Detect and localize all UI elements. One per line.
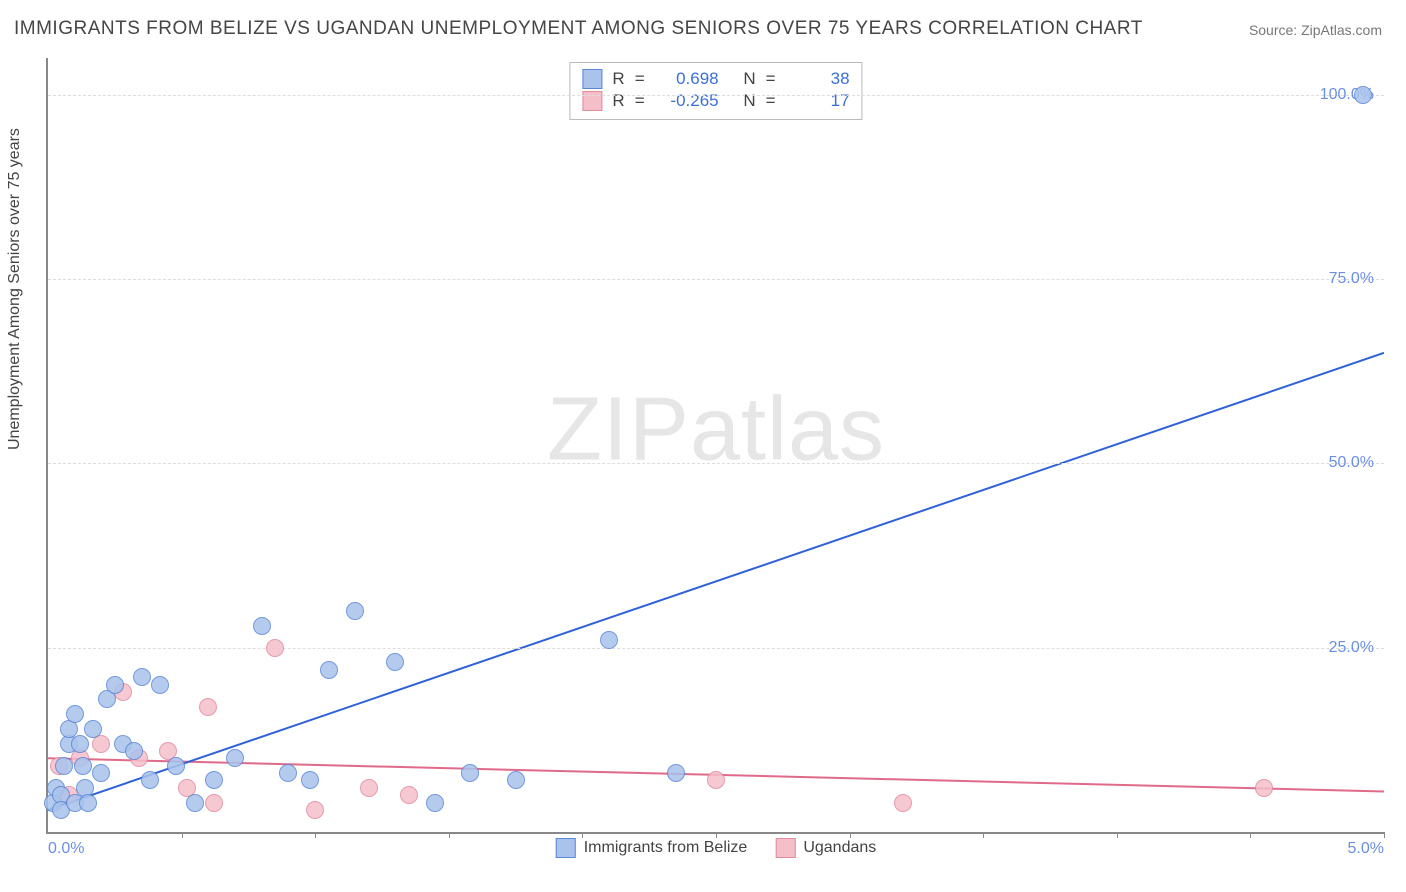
x-tick: [1384, 832, 1385, 838]
legend-item-pink: Ugandans: [775, 838, 876, 858]
y-axis-label: Unemployment Among Seniors over 75 years: [6, 128, 24, 450]
scatter-point-blue: [386, 653, 404, 671]
scatter-point-blue: [426, 794, 444, 812]
swatch-blue: [556, 838, 576, 858]
x-tick: [1250, 832, 1251, 838]
scatter-point-blue: [320, 661, 338, 679]
gridline: [48, 463, 1384, 464]
gridline: [48, 95, 1384, 96]
scatter-point-blue: [667, 764, 685, 782]
chart-title: IMMIGRANTS FROM BELIZE VS UGANDAN UNEMPL…: [14, 18, 1143, 40]
scatter-point-pink: [306, 801, 324, 819]
scatter-point-pink: [1255, 779, 1273, 797]
scatter-point-blue: [279, 764, 297, 782]
legend-row-blue: R = 0.698 N = 38: [582, 69, 849, 89]
scatter-point-blue: [253, 617, 271, 635]
swatch-pink: [775, 838, 795, 858]
scatter-point-blue: [79, 794, 97, 812]
scatter-point-blue: [66, 705, 84, 723]
scatter-point-blue: [461, 764, 479, 782]
series-legend: Immigrants from Belize Ugandans: [556, 838, 877, 858]
x-tick: [983, 832, 984, 838]
scatter-point-blue: [84, 720, 102, 738]
legend-label-blue: Immigrants from Belize: [584, 839, 748, 857]
scatter-point-blue: [167, 757, 185, 775]
source-label: Source: ZipAtlas.com: [1249, 22, 1382, 38]
scatter-point-blue: [507, 771, 525, 789]
n-label: N: [743, 69, 755, 89]
gridline: [48, 279, 1384, 280]
eq: =: [635, 69, 645, 89]
x-tick: [1117, 832, 1118, 838]
x-tick: [182, 832, 183, 838]
scatter-point-blue: [71, 735, 89, 753]
trend-lines: [48, 58, 1384, 832]
scatter-point-blue: [92, 764, 110, 782]
scatter-point-blue: [346, 602, 364, 620]
r-value-blue: 0.698: [655, 69, 719, 89]
scatter-point-blue: [205, 771, 223, 789]
scatter-point-pink: [360, 779, 378, 797]
scatter-point-blue: [125, 742, 143, 760]
scatter-point-pink: [400, 786, 418, 804]
x-tick: [850, 832, 851, 838]
scatter-point-pink: [707, 771, 725, 789]
correlation-legend: R = 0.698 N = 38 R = -0.265 N = 17: [569, 62, 862, 120]
gridline: [48, 648, 1384, 649]
scatter-point-blue: [106, 676, 124, 694]
legend-label-pink: Ugandans: [803, 839, 876, 857]
x-tick-label-start: 0.0%: [48, 840, 84, 858]
x-tick: [449, 832, 450, 838]
scatter-point-blue: [74, 757, 92, 775]
y-tick-label: 50.0%: [1329, 454, 1374, 472]
x-tick-label-end: 5.0%: [1348, 840, 1384, 858]
scatter-point-blue: [151, 676, 169, 694]
y-tick-label: 25.0%: [1329, 639, 1374, 657]
scatter-point-blue: [186, 794, 204, 812]
n-value-blue: 38: [786, 69, 850, 89]
x-tick: [582, 832, 583, 838]
watermark: ZIPatlas: [547, 378, 885, 481]
scatter-point-blue: [600, 631, 618, 649]
y-tick-label: 75.0%: [1329, 270, 1374, 288]
scatter-point-blue: [1354, 86, 1372, 104]
swatch-blue: [582, 69, 602, 89]
legend-item-blue: Immigrants from Belize: [556, 838, 748, 858]
scatter-point-pink: [266, 639, 284, 657]
r-label: R: [612, 69, 624, 89]
scatter-point-pink: [199, 698, 217, 716]
scatter-point-blue: [55, 757, 73, 775]
scatter-point-blue: [301, 771, 319, 789]
scatter-point-pink: [205, 794, 223, 812]
scatter-point-blue: [226, 749, 244, 767]
scatter-point-blue: [133, 668, 151, 686]
scatter-point-pink: [894, 794, 912, 812]
x-tick: [716, 832, 717, 838]
plot-area: ZIPatlas R = 0.698 N = 38 R = -0.265 N =…: [46, 58, 1384, 834]
eq: =: [766, 69, 776, 89]
x-tick: [315, 832, 316, 838]
scatter-point-blue: [141, 771, 159, 789]
